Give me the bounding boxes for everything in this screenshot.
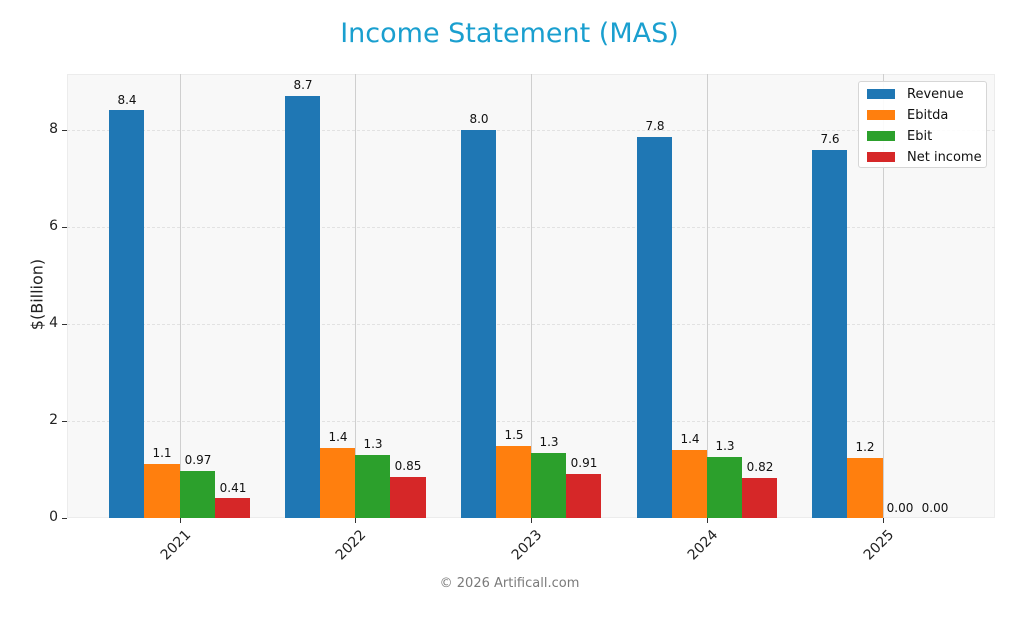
- value-label: 0.85: [394, 459, 422, 473]
- bar-ebit-2022: [355, 455, 390, 518]
- legend-item-ebit: Ebit: [867, 126, 932, 146]
- value-label: 1.3: [539, 435, 559, 449]
- gridline-x-2025: [883, 74, 884, 518]
- bar-ebitda-2022: [320, 448, 355, 518]
- y-tick-label: 8: [49, 121, 58, 137]
- bar-ebit-2023: [531, 453, 566, 518]
- y-tick: [62, 130, 67, 131]
- legend-label: Revenue: [907, 86, 964, 102]
- bar-ebitda-2025: [847, 458, 883, 518]
- bar-ebit-2021: [180, 471, 215, 518]
- x-tick-label: 2024: [684, 527, 722, 564]
- legend-swatch-icon: [867, 152, 895, 162]
- x-tick: [180, 518, 181, 523]
- legend-swatch-icon: [867, 89, 895, 99]
- bar-ebit-2024: [707, 457, 742, 518]
- value-label: 1.4: [328, 430, 348, 444]
- bar-revenue-2022: [285, 96, 320, 518]
- x-tick: [355, 518, 356, 523]
- y-tick-label: 6: [49, 218, 58, 234]
- legend-swatch-icon: [867, 131, 895, 141]
- x-tick: [531, 518, 532, 523]
- value-label: 1.4: [680, 432, 700, 446]
- legend-item-ebitda: Ebitda: [867, 105, 948, 125]
- legend: Revenue Ebitda Ebit Net income: [858, 81, 987, 168]
- value-label: 1.5: [504, 428, 524, 442]
- y-axis-title: $(Billion): [27, 258, 47, 331]
- gridline-x-2024: [707, 74, 708, 518]
- x-tick-label: 2021: [157, 527, 195, 564]
- value-label: 0.41: [219, 481, 247, 495]
- y-tick-label: 4: [49, 315, 58, 331]
- value-label: 7.8: [645, 119, 665, 133]
- bar-ebitda-2024: [672, 450, 707, 518]
- y-tick: [62, 421, 67, 422]
- value-label: 1.1: [152, 446, 172, 460]
- legend-item-revenue: Revenue: [867, 84, 964, 104]
- value-label: 0.82: [746, 460, 774, 474]
- bar-ebitda-2023: [496, 446, 531, 518]
- value-label: 0.91: [570, 456, 598, 470]
- bar-revenue-2023: [461, 130, 496, 518]
- bar-revenue-2025: [812, 150, 847, 518]
- bar-netincome-2023: [566, 474, 601, 518]
- y-tick-label: 2: [49, 412, 58, 428]
- legend-label: Ebitda: [907, 107, 949, 123]
- value-label: 7.6: [820, 132, 840, 146]
- y-tick-label: 0: [49, 509, 58, 525]
- y-tick: [62, 324, 67, 325]
- gridline-x-2022: [355, 74, 356, 518]
- bar-revenue-2024: [637, 137, 672, 518]
- gridline-x-2021: [180, 74, 181, 518]
- bar-netincome-2021: [215, 498, 250, 518]
- value-label: 1.3: [715, 439, 735, 453]
- bar-ebitda-2021: [144, 464, 180, 518]
- value-label: 0.97: [184, 453, 212, 467]
- bar-netincome-2022: [390, 477, 426, 518]
- value-label: 1.3: [363, 437, 383, 451]
- gridline-x-2023: [531, 74, 532, 518]
- value-label: 8.0: [469, 112, 489, 126]
- x-tick: [883, 518, 884, 523]
- chart-title: Income Statement (MAS): [340, 18, 679, 49]
- value-label: 0.00: [886, 501, 914, 515]
- y-tick: [62, 227, 67, 228]
- y-tick: [62, 518, 67, 519]
- bar-revenue-2021: [109, 110, 144, 518]
- legend-swatch-icon: [867, 110, 895, 120]
- value-label: 0.00: [921, 501, 949, 515]
- x-tick-label: 2025: [860, 527, 898, 564]
- bar-netincome-2024: [742, 478, 777, 518]
- x-tick-label: 2022: [332, 527, 370, 564]
- value-label: 8.4: [117, 93, 137, 107]
- value-label: 8.7: [293, 78, 313, 92]
- x-tick-label: 2023: [508, 527, 546, 564]
- value-label: 1.2: [855, 440, 875, 454]
- legend-item-net-income: Net income: [867, 147, 982, 167]
- copyright-footer: © 2026 Artificall.com: [439, 576, 580, 591]
- legend-label: Net income: [907, 149, 982, 165]
- x-tick: [707, 518, 708, 523]
- legend-label: Ebit: [907, 128, 933, 144]
